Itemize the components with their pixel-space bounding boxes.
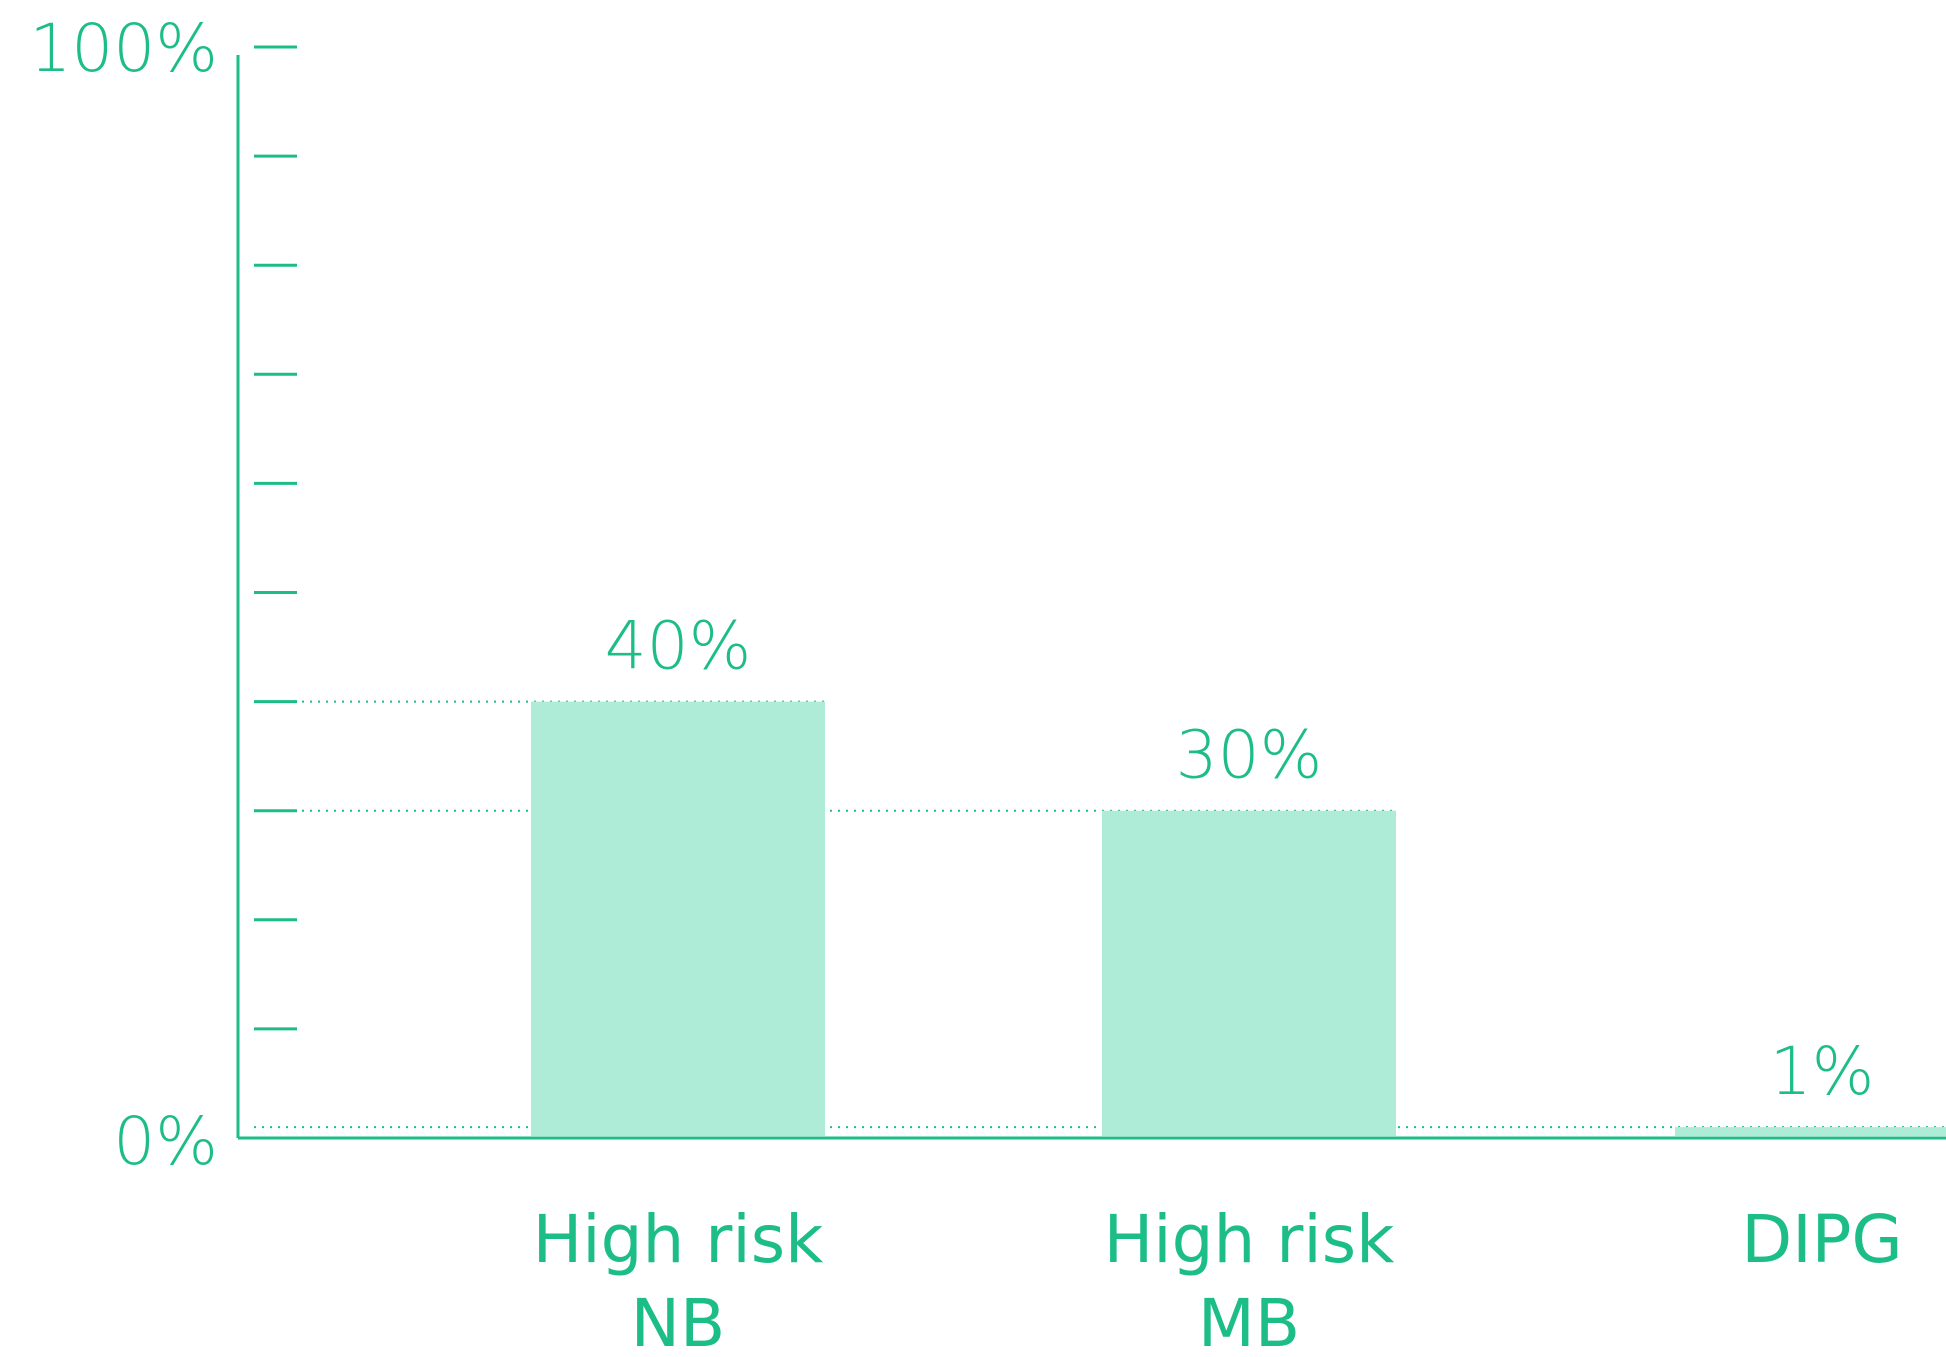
bar — [1102, 810, 1396, 1136]
data-label: 30% — [1176, 717, 1323, 794]
data-label: 40% — [605, 608, 752, 685]
category-label: High risk MB — [1104, 1201, 1396, 1353]
bar — [531, 701, 825, 1136]
y-axis-ticks — [254, 45, 297, 1031]
y-axis-label-top: 100% — [29, 10, 218, 87]
labels: 40% High risk NB 30% High risk MB 1% DIPG — [533, 608, 1903, 1357]
guide-lines — [254, 700, 1946, 1129]
bars — [531, 701, 1946, 1136]
data-label: 1% — [1770, 1033, 1875, 1110]
bar — [1675, 1127, 1946, 1136]
category-label: High risk NB — [533, 1201, 825, 1353]
category-label: DIPG — [1741, 1201, 1902, 1278]
y-axis-label-bottom: 0% — [113, 1103, 218, 1180]
axes: 100% 0% — [29, 10, 1946, 1180]
